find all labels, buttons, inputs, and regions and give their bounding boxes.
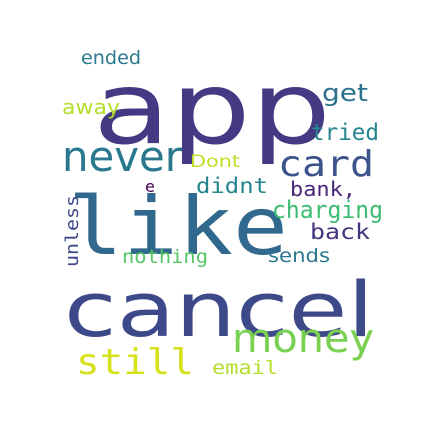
word-back: back	[310, 220, 370, 244]
word-app: app	[93, 50, 331, 167]
word-get: get	[322, 79, 368, 107]
word-email: email	[212, 357, 278, 379]
word-didnt: didnt	[196, 174, 268, 198]
word-still: still	[76, 342, 194, 383]
word-ended: ended	[81, 47, 141, 69]
word-cancel: cancel	[64, 265, 374, 354]
word-e: e	[145, 177, 155, 196]
word-card: card	[278, 144, 374, 185]
word-tried: tried	[311, 120, 379, 146]
word-charging: charging	[272, 196, 383, 224]
word-bank: bank,	[290, 177, 356, 201]
word-dont: Dont	[190, 152, 240, 172]
word-unless: unless	[62, 195, 83, 267]
word-nothing: nothing	[122, 246, 208, 268]
word-like: like	[68, 180, 288, 273]
word-never: never	[62, 132, 183, 181]
word-sends: sends	[268, 245, 330, 267]
word-away: away	[62, 95, 120, 119]
word-money: money	[232, 316, 374, 362]
